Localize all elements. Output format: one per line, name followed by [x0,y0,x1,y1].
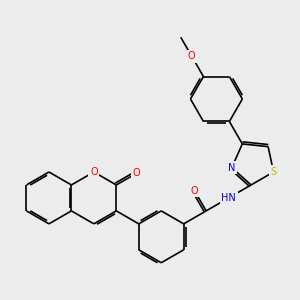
Text: N: N [228,163,236,172]
Text: S: S [271,167,277,177]
Text: O: O [90,167,98,177]
Text: O: O [188,51,196,61]
Text: HN: HN [221,193,236,203]
Text: O: O [191,186,198,196]
Text: O: O [133,168,140,178]
